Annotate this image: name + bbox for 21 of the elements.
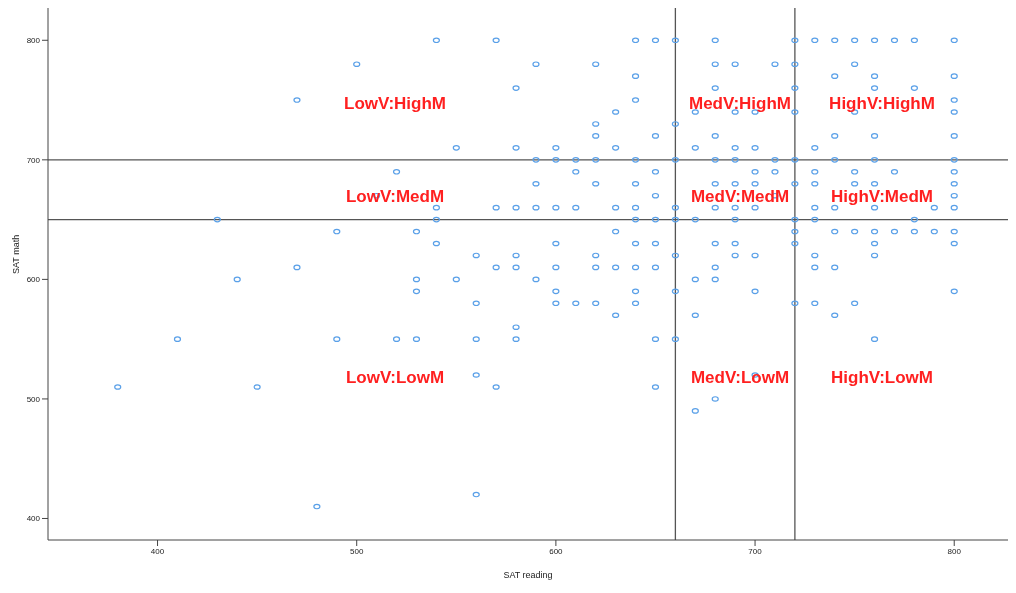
y-tick-label: 700 <box>26 155 41 165</box>
y-tick-label: 400 <box>26 514 41 524</box>
x-tick-label: 800 <box>947 546 962 556</box>
annotation: LowV:MedM <box>344 187 446 207</box>
x-tick-label: 500 <box>350 546 364 556</box>
annotation: MedV:HighM <box>688 94 792 114</box>
y-tick-label: 500 <box>26 394 41 404</box>
annotation: LowV:LowM <box>344 368 446 388</box>
x-axis-title: SAT reading <box>503 570 553 580</box>
x-tick-label: 600 <box>549 546 564 556</box>
annotation: MedV:LowM <box>689 368 791 388</box>
annotation: HighV:LowM <box>830 368 934 388</box>
x-tick-label: 400 <box>150 546 165 556</box>
y-tick-label: 800 <box>26 36 41 46</box>
annotation: LowV:HighM <box>343 94 447 114</box>
annotation: HighV:MedM <box>830 187 934 207</box>
y-axis-title: SAT math <box>11 234 22 274</box>
annotation: HighV:HighM <box>828 94 936 114</box>
x-tick-label: 700 <box>748 546 763 556</box>
y-tick-label: 600 <box>26 275 41 285</box>
annotation: MedV:MedM <box>689 187 791 207</box>
